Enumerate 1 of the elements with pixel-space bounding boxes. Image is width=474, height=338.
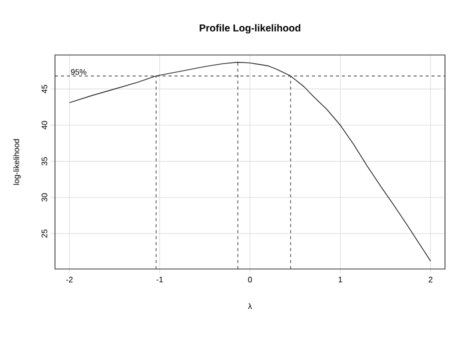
chart-title: Profile Log-likelihood [200, 24, 300, 34]
